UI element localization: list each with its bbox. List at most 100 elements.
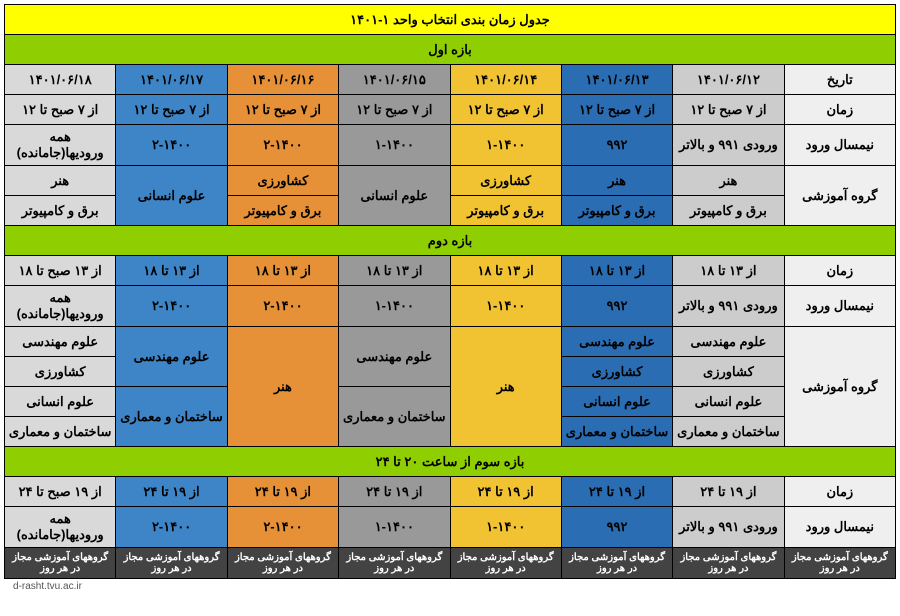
group-cell: کشاورزی bbox=[561, 357, 672, 387]
entry-cell: ۱-۱۴۰۰ bbox=[450, 507, 561, 548]
time-cell: از ۷ صبح تا ۱۲ bbox=[450, 95, 561, 125]
group-cell: علوم مهندسی bbox=[339, 327, 450, 387]
entry-cell: ۲-۱۴۰۰ bbox=[227, 286, 338, 327]
date-cell: ۱۴۰۱/۰۶/۱۳ bbox=[561, 65, 672, 95]
group-cell: کشاورزی bbox=[673, 357, 784, 387]
entry-cell: ۱-۱۴۰۰ bbox=[450, 286, 561, 327]
entry-cell: ورودی ۹۹۱ و بالاتر bbox=[673, 125, 784, 166]
time-cell: از ۱۹ صبح تا ۲۴ bbox=[5, 477, 116, 507]
row-label-time: زمان bbox=[784, 95, 895, 125]
watermark: d-rasht.tvu.ac.ir bbox=[4, 579, 896, 594]
section-1-header: بازه اول bbox=[5, 35, 896, 65]
group-cell: علوم انسانی bbox=[561, 387, 672, 417]
time-cell: از ۱۹ تا ۲۴ bbox=[227, 477, 338, 507]
time-cell: از ۱۳ تا ۱۸ bbox=[561, 256, 672, 286]
watermark-text: d-rasht.tvu.ac.ir bbox=[10, 580, 85, 593]
entry-cell: همه ورودیها(جامانده) bbox=[5, 286, 116, 327]
row-label-group: گروه آموزشی bbox=[784, 327, 895, 447]
date-cell: ۱۴۰۱/۰۶/۱۸ bbox=[5, 65, 116, 95]
group-cell: برق و کامپیوتر bbox=[561, 196, 672, 226]
time-cell: از ۱۳ صبح تا ۱۸ bbox=[5, 256, 116, 286]
footer-cell: گروههای آموزشی مجاز در هر روز bbox=[784, 548, 895, 579]
row-label-time: زمان bbox=[784, 477, 895, 507]
row-label-time: زمان bbox=[784, 256, 895, 286]
footer-cell: گروههای آموزشی مجاز در هر روز bbox=[450, 548, 561, 579]
time-cell: از ۱۳ تا ۱۸ bbox=[339, 256, 450, 286]
entry-cell: ۲-۱۴۰۰ bbox=[116, 507, 227, 548]
group-cell: هنر bbox=[673, 166, 784, 196]
time-cell: از ۱۹ تا ۲۴ bbox=[339, 477, 450, 507]
date-cell: ۱۴۰۱/۰۶/۱۶ bbox=[227, 65, 338, 95]
time-cell: از ۷ صبح تا ۱۲ bbox=[673, 95, 784, 125]
time-cell: از ۱۹ تا ۲۴ bbox=[673, 477, 784, 507]
entry-cell: ۲-۱۴۰۰ bbox=[116, 286, 227, 327]
section-3-header: بازه سوم از ساعت ۲۰ تا ۲۴ bbox=[5, 447, 896, 477]
group-cell: علوم مهندسی bbox=[561, 327, 672, 357]
group-cell: علوم مهندسی bbox=[116, 327, 227, 387]
footer-cell: گروههای آموزشی مجاز در هر روز bbox=[5, 548, 116, 579]
entry-cell: ورودی ۹۹۱ و بالاتر bbox=[673, 286, 784, 327]
group-cell: ساختمان و معماری bbox=[339, 387, 450, 447]
group-cell: برق و کامپیوتر bbox=[450, 196, 561, 226]
entry-cell: همه ورودیها(جامانده) bbox=[5, 507, 116, 548]
row-label-entry: نیمسال ورود bbox=[784, 286, 895, 327]
group-cell: ساختمان و معماری bbox=[561, 417, 672, 447]
entry-cell: ۱-۱۴۰۰ bbox=[450, 125, 561, 166]
footer-cell: گروههای آموزشی مجاز در هر روز bbox=[561, 548, 672, 579]
group-cell: علوم مهندسی bbox=[673, 327, 784, 357]
row-label-date: تاریخ bbox=[784, 65, 895, 95]
date-cell: ۱۴۰۱/۰۶/۱۷ bbox=[116, 65, 227, 95]
time-cell: از ۱۳ تا ۱۸ bbox=[227, 256, 338, 286]
group-cell: هنر bbox=[450, 327, 561, 447]
group-cell: علوم مهندسی bbox=[5, 327, 116, 357]
time-cell: از ۱۳ تا ۱۸ bbox=[673, 256, 784, 286]
group-cell: برق و کامپیوتر bbox=[673, 196, 784, 226]
group-cell: کشاورزی bbox=[450, 166, 561, 196]
entry-cell: ۱-۱۴۰۰ bbox=[339, 125, 450, 166]
group-cell: برق و کامپیوتر bbox=[5, 196, 116, 226]
group-cell: کشاورزی bbox=[227, 166, 338, 196]
entry-cell: ۱-۱۴۰۰ bbox=[339, 286, 450, 327]
date-cell: ۱۴۰۱/۰۶/۱۴ bbox=[450, 65, 561, 95]
time-cell: از ۱۳ تا ۱۸ bbox=[116, 256, 227, 286]
section-2-header: بازه دوم bbox=[5, 226, 896, 256]
group-cell: علوم انسانی bbox=[116, 166, 227, 226]
footer-cell: گروههای آموزشی مجاز در هر روز bbox=[116, 548, 227, 579]
time-cell: از ۱۹ تا ۲۴ bbox=[450, 477, 561, 507]
row-label-entry: نیمسال ورود bbox=[784, 125, 895, 166]
row-label-entry: نیمسال ورود bbox=[784, 507, 895, 548]
time-cell: از ۱۳ تا ۱۸ bbox=[450, 256, 561, 286]
entry-cell: ۲-۱۴۰۰ bbox=[227, 125, 338, 166]
entry-cell: ۹۹۲ bbox=[561, 286, 672, 327]
time-cell: از ۷ صبح تا ۱۲ bbox=[227, 95, 338, 125]
main-title: جدول زمان بندی انتخاب واحد ۱-۱۴۰۱ bbox=[5, 5, 896, 35]
group-cell: ساختمان و معماری bbox=[673, 417, 784, 447]
entry-cell: ۱-۱۴۰۰ bbox=[339, 507, 450, 548]
group-cell: برق و کامپیوتر bbox=[227, 196, 338, 226]
entry-cell: ۲-۱۴۰۰ bbox=[227, 507, 338, 548]
time-cell: از ۱۹ تا ۲۴ bbox=[561, 477, 672, 507]
date-cell: ۱۴۰۱/۰۶/۱۲ bbox=[673, 65, 784, 95]
footer-cell: گروههای آموزشی مجاز در هر روز bbox=[339, 548, 450, 579]
footer-cell: گروههای آموزشی مجاز در هر روز bbox=[673, 548, 784, 579]
time-cell: از ۷ صبح تا ۱۲ bbox=[5, 95, 116, 125]
group-cell: ساختمان و معماری bbox=[5, 417, 116, 447]
time-cell: از ۷ صبح تا ۱۲ bbox=[339, 95, 450, 125]
group-cell: علوم انسانی bbox=[673, 387, 784, 417]
footer-cell: گروههای آموزشی مجاز در هر روز bbox=[227, 548, 338, 579]
time-cell: از ۷ صبح تا ۱۲ bbox=[116, 95, 227, 125]
time-cell: از ۱۹ تا ۲۴ bbox=[116, 477, 227, 507]
date-cell: ۱۴۰۱/۰۶/۱۵ bbox=[339, 65, 450, 95]
entry-cell: ۹۹۲ bbox=[561, 125, 672, 166]
group-cell: هنر bbox=[227, 327, 338, 447]
group-cell: ساختمان و معماری bbox=[116, 387, 227, 447]
group-cell: علوم انسانی bbox=[5, 387, 116, 417]
time-cell: از ۷ صبح تا ۱۲ bbox=[561, 95, 672, 125]
entry-cell: همه ورودیها(جامانده) bbox=[5, 125, 116, 166]
group-cell: هنر bbox=[5, 166, 116, 196]
schedule-table: جدول زمان بندی انتخاب واحد ۱-۱۴۰۱ بازه ا… bbox=[4, 4, 896, 579]
group-cell: کشاورزی bbox=[5, 357, 116, 387]
group-cell: هنر bbox=[561, 166, 672, 196]
entry-cell: ۲-۱۴۰۰ bbox=[116, 125, 227, 166]
group-cell: علوم انسانی bbox=[339, 166, 450, 226]
